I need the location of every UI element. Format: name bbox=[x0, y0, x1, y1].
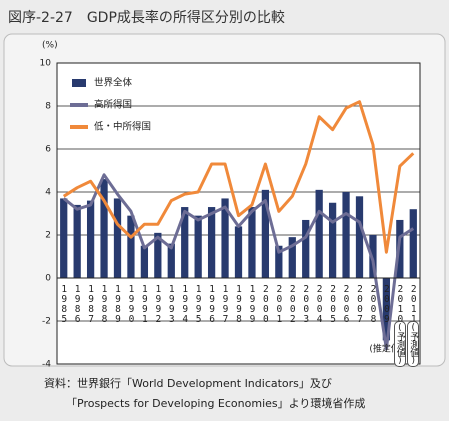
bar bbox=[113, 198, 122, 278]
x-tick-label: 1997 bbox=[220, 284, 232, 324]
source-line: 「Prospects for Developing Economies」より環境… bbox=[66, 396, 365, 410]
y-tick-label: -4 bbox=[42, 360, 51, 370]
bar bbox=[261, 189, 270, 278]
x-tick-label: 1995 bbox=[193, 284, 205, 324]
x-tick-label: 1999 bbox=[246, 284, 258, 324]
x-tick-label: 1986 bbox=[72, 284, 84, 324]
legend-label: 高所得国 bbox=[94, 99, 132, 111]
bar bbox=[221, 198, 229, 278]
x-tick-label: 2004 bbox=[314, 284, 326, 324]
bar bbox=[60, 198, 68, 278]
x-tick-label: 2000 bbox=[260, 284, 272, 324]
bar bbox=[382, 278, 391, 341]
bar bbox=[194, 215, 202, 278]
x-tick-label: 2003 bbox=[300, 284, 312, 324]
line bbox=[62, 100, 415, 254]
bar bbox=[355, 196, 364, 278]
bar bbox=[86, 200, 95, 278]
bar bbox=[275, 245, 283, 278]
x-tick-label: 1987 bbox=[85, 284, 97, 324]
bar bbox=[234, 226, 243, 278]
x-tick-label: 2006 bbox=[341, 284, 353, 324]
chart-title: 図序-2-27 GDP成長率の所得区分別の比較 bbox=[8, 9, 285, 26]
x-tick-label: 1988 bbox=[99, 284, 111, 324]
bar bbox=[100, 179, 108, 278]
y-tick-label: 2 bbox=[45, 231, 51, 241]
bar bbox=[409, 209, 417, 278]
legend-swatch bbox=[72, 79, 86, 87]
bar bbox=[248, 207, 256, 278]
x-tick-label: 2010 bbox=[394, 284, 406, 324]
x-tick-label: 1998 bbox=[233, 284, 245, 324]
y-tick-label: 6 bbox=[45, 145, 51, 155]
x-tick-label: 1992 bbox=[152, 284, 164, 324]
y-tick-label: 8 bbox=[45, 102, 51, 112]
y-unit: (%) bbox=[42, 41, 58, 51]
bar bbox=[302, 219, 310, 278]
bar bbox=[328, 202, 337, 278]
bar bbox=[288, 237, 296, 278]
y-tick-label: -2 bbox=[42, 317, 51, 327]
x-tick-label: 2001 bbox=[273, 284, 285, 324]
x-tick-label: 2008 bbox=[367, 284, 379, 324]
y-tick-label: 4 bbox=[45, 188, 51, 198]
x-tick-label: 1993 bbox=[166, 284, 178, 324]
x-tick-label: 1990 bbox=[125, 284, 137, 324]
bar bbox=[181, 207, 189, 278]
y-tick-label: 0 bbox=[45, 274, 51, 284]
annotation: (予測値) bbox=[407, 321, 420, 367]
bar bbox=[342, 192, 350, 278]
bar bbox=[127, 215, 135, 278]
x-tick-label: 2007 bbox=[354, 284, 366, 324]
x-tick-label: 1994 bbox=[179, 284, 191, 324]
x-tick-label: 2005 bbox=[327, 284, 339, 324]
bar bbox=[167, 243, 175, 278]
source-line: 資料：世界銀行「World Development Indicators」及び bbox=[44, 376, 332, 390]
bar bbox=[154, 232, 162, 278]
legend-label: 低・中所得国 bbox=[94, 121, 151, 133]
x-tick-label: 2011 bbox=[408, 284, 420, 324]
line bbox=[62, 173, 415, 351]
y-tick-label: 10 bbox=[40, 59, 52, 69]
x-tick-label: 1985 bbox=[58, 284, 70, 324]
x-tick-label: 1991 bbox=[139, 284, 151, 324]
x-tick-label: 2002 bbox=[287, 284, 299, 324]
annotation: (予測値) bbox=[393, 321, 406, 367]
x-tick-label: 1989 bbox=[112, 284, 124, 324]
bar bbox=[140, 245, 149, 278]
x-tick-label: 2009 bbox=[381, 284, 393, 324]
bar bbox=[73, 204, 81, 278]
bar bbox=[315, 189, 323, 278]
legend-label: 世界全体 bbox=[94, 77, 133, 89]
x-tick-label: 1996 bbox=[206, 284, 218, 324]
bar bbox=[207, 207, 216, 278]
